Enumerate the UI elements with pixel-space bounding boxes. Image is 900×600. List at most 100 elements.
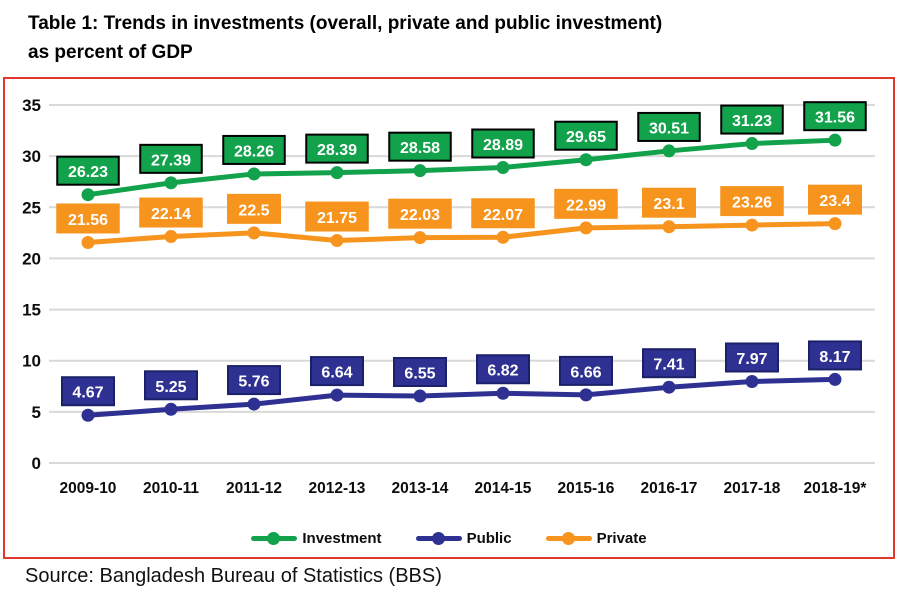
- x-axis-tick-label: 2009-10: [60, 480, 117, 497]
- data-label-private: 23.1: [653, 196, 684, 213]
- data-label-box-private: [227, 193, 281, 224]
- data-point-investment: [330, 166, 344, 180]
- data-label-box-private: [471, 198, 535, 229]
- chart-svg: 0 5 10 15 20 25 30 35 26.23 27.39 28.26 28.39 28.58 2…: [22, 96, 875, 497]
- series-line-investment: [85, 137, 838, 198]
- data-label-box-public: [144, 370, 198, 401]
- data-label-box-public: [393, 357, 447, 388]
- data-point-investment: [745, 137, 759, 151]
- data-label-box-investment: [637, 111, 701, 142]
- data-point-private: [496, 230, 510, 244]
- data-point-public: [496, 386, 510, 400]
- data-label-private: 22.07: [483, 207, 523, 224]
- x-axis-tick-label: 2011-12: [226, 480, 282, 497]
- page-title: Table 1: Trends in investments (overall,…: [28, 9, 878, 67]
- data-label-box-public: [61, 376, 115, 407]
- y-axis-tick-label: 5: [32, 403, 41, 422]
- data-label-public: 6.82: [487, 363, 518, 380]
- legend-label-public: Public: [466, 530, 512, 547]
- data-point-private: [828, 217, 842, 231]
- series-line-private: [85, 221, 838, 245]
- data-label-investment: 26.23: [68, 164, 108, 181]
- data-point-public: [828, 372, 842, 386]
- data-label-box-investment: [720, 104, 784, 135]
- data-point-investment: [828, 133, 842, 147]
- data-label-public: 7.41: [653, 357, 684, 374]
- data-label-box-investment: [139, 143, 203, 174]
- data-label-private: 23.26: [732, 195, 772, 212]
- data-label-investment: 28.58: [400, 140, 440, 157]
- data-point-public: [247, 397, 261, 411]
- x-axis-tick-label: 2015-16: [558, 480, 615, 497]
- data-label-public: 7.97: [736, 351, 767, 368]
- source-caption: Source: Bangladesh Bureau of Statistics …: [25, 565, 442, 587]
- data-label-box-investment: [56, 155, 120, 186]
- data-point-investment: [496, 160, 510, 174]
- x-axis-tick-label: 2018-19*: [804, 480, 868, 497]
- data-label-box-private: [388, 198, 452, 229]
- data-label-box-public: [725, 342, 779, 373]
- legend-label-investment: Investment: [302, 530, 382, 547]
- data-label-box-private: [305, 201, 369, 232]
- data-point-public: [745, 374, 759, 388]
- data-point-private: [330, 234, 344, 248]
- data-label-box-public: [642, 348, 696, 379]
- data-label-private: 22.14: [151, 206, 191, 223]
- data-point-investment: [579, 153, 593, 167]
- legend-item-private: Private: [545, 530, 647, 547]
- investment-line-icon: [251, 532, 298, 546]
- data-label-private: 22.5: [238, 202, 269, 219]
- data-label-box-investment: [554, 120, 618, 151]
- data-label-box-private: [56, 203, 120, 234]
- x-axis-tick-label: 2016-17: [641, 480, 698, 497]
- series-line-public: [85, 376, 838, 418]
- data-label-box-investment: [305, 133, 369, 164]
- y-axis-tick-label: 25: [22, 198, 41, 217]
- x-axis-tick-label: 2012-13: [309, 480, 366, 497]
- y-axis-tick-label: 20: [22, 249, 41, 268]
- data-point-public: [164, 402, 178, 416]
- data-point-investment: [164, 176, 178, 190]
- data-label-public: 6.66: [570, 364, 601, 381]
- data-point-private: [247, 226, 261, 240]
- data-label-private: 23.4: [819, 193, 850, 210]
- data-label-investment: 30.51: [649, 120, 689, 137]
- private-line-icon: [545, 532, 592, 546]
- data-label-investment: 29.65: [566, 129, 606, 146]
- data-point-investment: [247, 167, 261, 181]
- data-label-box-public: [476, 354, 530, 385]
- data-point-private: [81, 235, 95, 249]
- data-point-public: [413, 389, 427, 403]
- data-point-private: [413, 231, 427, 245]
- data-label-public: 6.55: [404, 366, 435, 383]
- data-point-private: [579, 221, 593, 235]
- legend-item-public: Public: [415, 530, 512, 547]
- x-axis-tick-label: 2017-18: [724, 480, 781, 497]
- public-line-icon: [415, 532, 462, 546]
- data-label-box-private: [642, 187, 696, 218]
- y-axis-tick-label: 10: [22, 352, 41, 371]
- data-label-investment: 31.23: [732, 113, 772, 130]
- data-label-investment: 27.39: [151, 152, 191, 169]
- y-axis-tick-label: 0: [32, 454, 41, 473]
- data-point-public: [662, 380, 676, 394]
- data-label-investment: 31.56: [815, 110, 855, 127]
- data-label-box-investment: [471, 128, 535, 159]
- data-label-box-private: [808, 184, 862, 215]
- data-label-public: 8.17: [819, 349, 850, 366]
- data-label-box-public: [310, 356, 364, 387]
- data-point-private: [745, 218, 759, 232]
- x-axis-tick-label: 2010-11: [143, 480, 199, 497]
- data-label-box-public: [808, 340, 862, 371]
- legend-label-private: Private: [596, 530, 647, 547]
- data-label-private: 22.03: [400, 207, 440, 224]
- data-label-box-public: [559, 355, 613, 386]
- data-label-box-private: [554, 188, 618, 219]
- data-point-public: [330, 388, 344, 402]
- y-axis-tick-label: 30: [22, 147, 41, 166]
- data-label-box-private: [139, 197, 203, 228]
- data-label-box-investment: [803, 101, 867, 132]
- page-title-line1: Table 1: Trends in investments (overall,…: [28, 13, 663, 34]
- chart-frame: 0 5 10 15 20 25 30 35 26.23 27.39 28.26 28.39 28.58 2…: [3, 77, 895, 559]
- y-axis-tick-label: 35: [22, 96, 41, 115]
